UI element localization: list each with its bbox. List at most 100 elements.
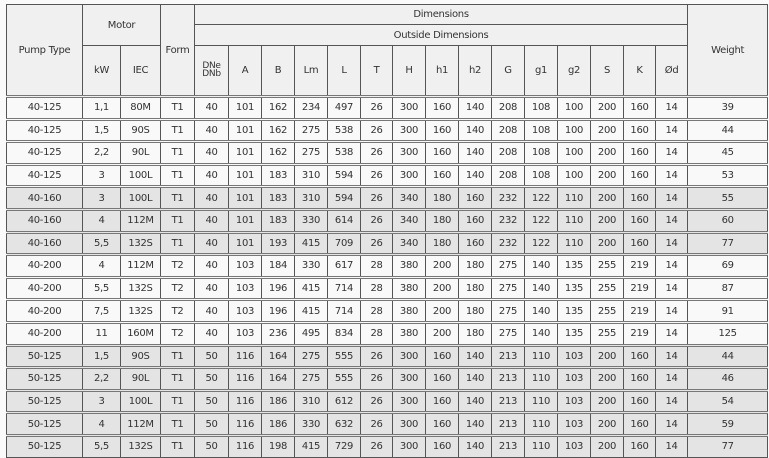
table-cell: 135 (557, 320, 591, 346)
table-cell: 200 (425, 275, 459, 301)
table-cell: 26 (360, 343, 393, 369)
table-cell: 101 (228, 207, 262, 233)
table-cell: 162 (261, 95, 295, 120)
table-cell: 101 (228, 140, 262, 165)
table-cell: 116 (228, 411, 262, 436)
table-cell: 200 (590, 207, 624, 233)
table-cell: 39 (687, 95, 769, 120)
table-cell: 122 (524, 207, 558, 233)
table-cell: 90S (120, 343, 161, 369)
table-cell: 275 (491, 298, 525, 323)
table-cell: 219 (623, 253, 656, 278)
table-cell: 160 (623, 95, 656, 120)
table-cell: 4 (82, 253, 121, 278)
table-cell: 28 (360, 275, 393, 301)
table-cell: 180 (458, 253, 492, 278)
table-cell: 208 (491, 162, 525, 188)
table-cell: 14 (654, 366, 689, 391)
table-cell: 193 (261, 230, 295, 256)
table-cell: 5,5 (82, 230, 121, 256)
table-cell: T2 (160, 320, 195, 346)
table-cell: 208 (491, 95, 525, 120)
table-cell: 160 (623, 185, 656, 210)
table-cell: 26 (360, 230, 393, 256)
table-cell: 140 (524, 275, 558, 301)
table-cell: 1,1 (82, 95, 121, 120)
table-cell: 196 (261, 275, 295, 301)
table-cell: 255 (590, 320, 624, 346)
header-motor: Motor (82, 4, 161, 46)
table-cell: 140 (458, 433, 492, 458)
table-cell: 236 (261, 320, 295, 346)
table-cell: 200 (590, 366, 624, 391)
table-cell: 50-125 (6, 343, 83, 369)
table-cell: 160 (458, 230, 492, 256)
table-cell: 14 (654, 117, 689, 143)
table-row: 40-125 2,2 90L T1 40 101 162 275 538 26 300 160 140 2… (6, 140, 769, 165)
table-row: 40-200 7,5 132S T2 40 103 196 415 714 28 380 200 180… (6, 298, 769, 323)
table-cell: 103 (557, 411, 591, 436)
table-cell: 26 (360, 411, 393, 436)
table-cell: 1,5 (82, 117, 121, 143)
table-cell: 275 (294, 343, 328, 369)
table-cell: 90L (120, 366, 161, 391)
table-cell: 108 (524, 95, 558, 120)
table-cell: 300 (392, 117, 426, 143)
table-cell: 140 (458, 162, 492, 188)
table-cell: 40 (194, 117, 229, 143)
table-cell: 330 (294, 207, 328, 233)
table-cell: 125 (687, 320, 769, 346)
table-row: 40-200 4 112M T2 40 103 184 330 617 28 380 200 180 27… (6, 253, 769, 278)
table-cell: 108 (524, 140, 558, 165)
table-cell: 614 (327, 207, 361, 233)
table-cell: 14 (654, 411, 689, 436)
table-cell: 14 (654, 298, 689, 323)
table-cell: 160 (458, 185, 492, 210)
table-cell: 40 (194, 207, 229, 233)
table-cell: 116 (228, 388, 262, 414)
table-cell: T1 (160, 230, 195, 256)
table-cell: 415 (294, 298, 328, 323)
table-cell: 213 (491, 411, 525, 436)
table-cell: 5,5 (82, 433, 121, 458)
table-cell: 275 (294, 140, 328, 165)
table-cell: 714 (327, 275, 361, 301)
table-cell: 180 (425, 185, 459, 210)
table-cell: 200 (590, 117, 624, 143)
table-cell: 103 (228, 275, 262, 301)
table-row: 40-160 4 112M T1 40 101 183 330 614 26 340 180 160 23… (6, 207, 769, 233)
table-cell: 108 (524, 162, 558, 188)
table-cell: 116 (228, 343, 262, 369)
table-cell: 50 (194, 388, 229, 414)
table-cell: 300 (392, 433, 426, 458)
table-cell: 40-125 (6, 95, 83, 120)
table-cell: 3 (82, 162, 121, 188)
table-cell: 200 (425, 298, 459, 323)
table-cell: 40-160 (6, 185, 83, 210)
table-cell: 40 (194, 162, 229, 188)
table-cell: 54 (687, 388, 769, 414)
table-cell: 110 (524, 366, 558, 391)
table-cell: 14 (654, 162, 689, 188)
table-cell: 183 (261, 185, 295, 210)
table-cell: 300 (392, 95, 426, 120)
table-cell: 14 (654, 253, 689, 278)
table-cell: 3 (82, 388, 121, 414)
table-cell: 3 (82, 185, 121, 210)
table-row: 50-125 2,2 90L T1 50 116 164 275 555 26 300 160 140 2… (6, 366, 769, 391)
table-cell: 112M (120, 253, 161, 278)
table-cell: 160 (425, 140, 459, 165)
table-cell: 160 (623, 117, 656, 143)
table-cell: 232 (491, 207, 525, 233)
table-cell: 53 (687, 162, 769, 188)
header-dim-7: h2 (458, 45, 492, 97)
table-row: 40-160 3 100L T1 40 101 183 310 594 26 340 180 160 23… (6, 185, 769, 210)
table-cell: 310 (294, 388, 328, 414)
table-cell: T2 (160, 253, 195, 278)
table-cell: 300 (392, 388, 426, 414)
table-cell: 495 (294, 320, 328, 346)
table-cell: 160 (623, 411, 656, 436)
header-dim-2: Lm (294, 45, 328, 97)
table-row: 50-125 1,5 90S T1 50 116 164 275 555 26 300 160 140 2… (6, 343, 769, 369)
table-cell: 300 (392, 140, 426, 165)
